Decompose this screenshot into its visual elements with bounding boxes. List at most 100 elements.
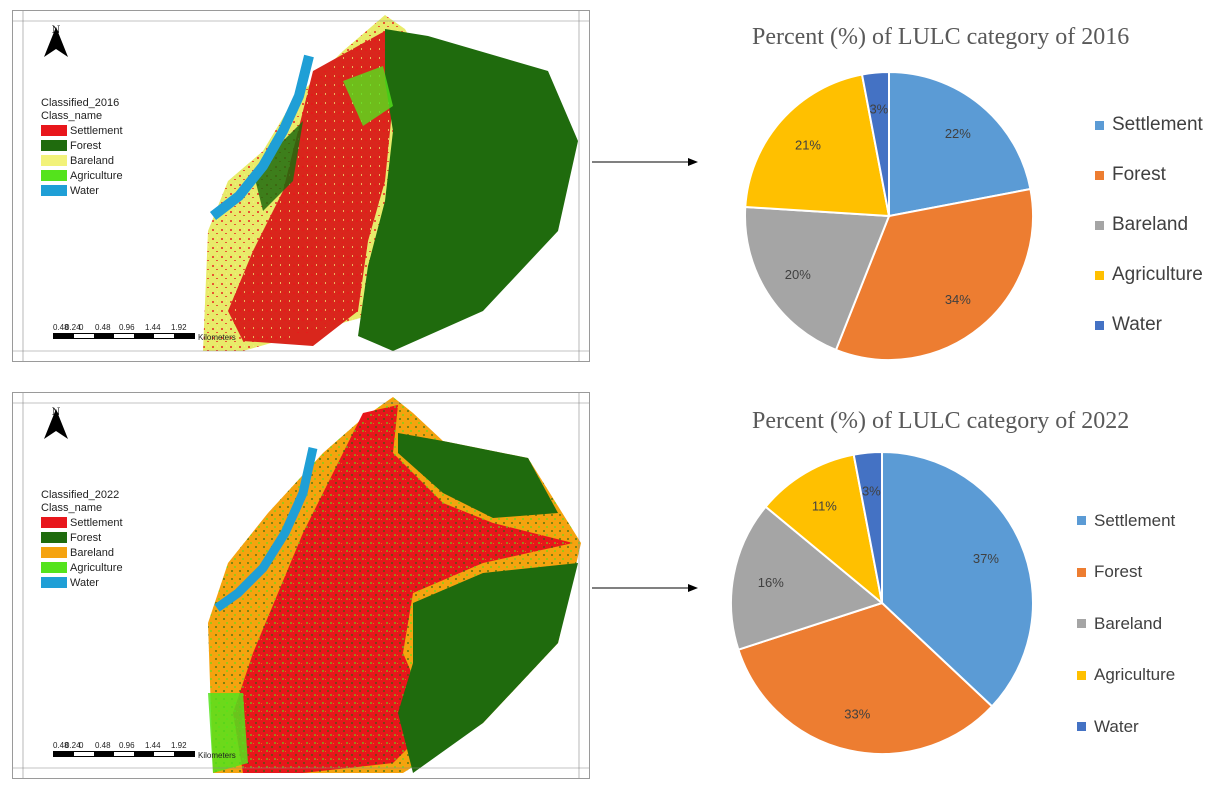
pie-slice-water xyxy=(860,70,890,217)
pie-legend-swatch xyxy=(1095,170,1104,180)
scale-bar-2016: 0.48 0.24 0 0.48 0.96 1.44 1.92 Kilomete… xyxy=(53,323,236,342)
map-2016-agri xyxy=(343,66,393,126)
map-2022-agri-sw xyxy=(208,693,248,773)
legend-label: Agriculture xyxy=(70,561,123,574)
legend-swatch xyxy=(41,140,67,151)
scale-tick: 0.48 xyxy=(95,741,111,750)
scale-tick: 0.48 xyxy=(95,323,111,332)
pie-legend-label: Forest xyxy=(1094,562,1143,582)
scale-tick: 0.48 xyxy=(53,323,69,332)
pie-legend-label: Settlement xyxy=(1094,510,1176,530)
pie-slice-forest xyxy=(834,187,1034,361)
legend-swatch xyxy=(41,517,67,528)
pie-legend-swatch xyxy=(1095,220,1104,230)
map-2016-forest xyxy=(358,29,578,351)
pie-legend-swatch xyxy=(1077,722,1086,732)
map-2022-graphic xyxy=(13,393,589,778)
chart-title-2016: Percent (%) of LULC category of 2016 xyxy=(752,24,1130,50)
legend-subtitle: Class_name xyxy=(41,502,103,514)
north-arrow-icon xyxy=(44,409,68,439)
scale-tick: 1.92 xyxy=(171,741,187,750)
map-2022-forest-north xyxy=(398,433,558,518)
pie-legend-label: Settlement xyxy=(1112,114,1203,135)
pie-slice-agriculture xyxy=(744,73,891,218)
pie-chart-2016: 22% 34% 20% 21% 3% xyxy=(744,70,1034,361)
pie-data-label: 20% xyxy=(785,267,811,282)
legend-row: Settlement xyxy=(41,515,123,530)
north-arrow-2022: N xyxy=(41,407,71,439)
legend-swatch xyxy=(41,125,67,136)
legend-swatch xyxy=(41,547,67,558)
pie-legend-label: Forest xyxy=(1112,164,1166,185)
pie-slice-settlement xyxy=(888,70,1032,218)
map-2016-river xyxy=(209,54,314,220)
pie-data-label: 3% xyxy=(862,483,881,498)
legend-swatch xyxy=(41,577,67,588)
legend-row: Bareland xyxy=(41,153,123,168)
pie-legend-entry-forest: Forest xyxy=(1077,547,1175,599)
pie-legend-label: Agriculture xyxy=(1094,665,1176,685)
pie-legend-entry-bareland: Bareland xyxy=(1095,200,1203,250)
pie-legend-swatch xyxy=(1077,567,1086,577)
pie-legend-label: Bareland xyxy=(1094,613,1163,633)
pie-legend-entry-agriculture: Agriculture xyxy=(1095,250,1203,300)
pie-data-label: 16% xyxy=(758,575,784,590)
pie-legend-entry-settlement: Settlement xyxy=(1095,100,1203,150)
legend-subtitle: Class_name xyxy=(41,110,103,122)
legend-label: Settlement xyxy=(70,516,123,529)
legend-swatch xyxy=(41,155,67,166)
pie-slice-forest xyxy=(737,601,994,755)
north-arrow-2016: N xyxy=(41,25,71,57)
legend-title: Classified_2016 xyxy=(41,97,120,109)
pie-data-label: 11% xyxy=(812,499,837,514)
arrow-to-chart-2016 xyxy=(592,158,698,166)
chart-title-2022: Percent (%) of LULC category of 2022 xyxy=(752,408,1130,434)
pie-slice-agriculture xyxy=(764,453,884,606)
pie-slice-water xyxy=(852,450,883,604)
pie-legend-swatch xyxy=(1077,619,1086,629)
legend-row: Settlement xyxy=(41,123,123,138)
legend-swatch xyxy=(41,562,67,573)
pie-legend-2022: Settlement Forest Bareland Agriculture Water xyxy=(1077,495,1175,753)
legend-title: Classified_2022 xyxy=(41,489,120,501)
scale-tick: 1.92 xyxy=(171,323,187,332)
legend-label: Forest xyxy=(70,531,102,544)
legend-swatch xyxy=(41,185,67,196)
pie-data-label: 22% xyxy=(945,126,971,141)
map-panel-2022: N Classified_2022 Class_name Settlement … xyxy=(12,392,590,779)
map-legend-2016: Classified_2016 Class_name Settlement Fo… xyxy=(41,97,123,198)
legend-row: Agriculture xyxy=(41,560,123,575)
scale-tick: 0.24 xyxy=(65,741,81,750)
pie-legend-label: Agriculture xyxy=(1112,264,1203,285)
legend-row: Forest xyxy=(41,138,123,153)
pie-legend-entry-water: Water xyxy=(1095,300,1203,350)
scale-tick: 0.48 xyxy=(53,741,69,750)
map-2016-forest-west xyxy=(253,121,303,211)
scale-tick: 0.96 xyxy=(119,741,135,750)
pie-legend-entry-water: Water xyxy=(1077,701,1175,753)
pie-chart-2022: 37% 33% 16% 11% 3% xyxy=(730,450,1034,755)
pie-legend-swatch xyxy=(1077,516,1086,526)
arrow-to-chart-2022 xyxy=(592,584,698,592)
pie-legend-swatch xyxy=(1095,320,1104,330)
scale-tick: 0 xyxy=(79,323,84,332)
map-legend-2022: Classified_2022 Class_name Settlement Fo… xyxy=(41,489,123,590)
scale-tick: 0.96 xyxy=(119,323,135,332)
pie-legend-swatch xyxy=(1095,270,1104,280)
pie-slice-settlement xyxy=(881,450,1034,708)
scale-tick: 1.44 xyxy=(145,323,161,332)
map-2016-graphic xyxy=(13,11,589,361)
legend-row: Bareland xyxy=(41,545,123,560)
north-arrow-icon xyxy=(44,27,68,57)
pie-legend-swatch xyxy=(1095,120,1104,130)
legend-swatch xyxy=(41,532,67,543)
pie-data-label: 3% xyxy=(869,101,888,116)
scale-tick: 0.24 xyxy=(65,323,81,332)
pie-legend-label: Bareland xyxy=(1112,214,1189,235)
pie-legend-label: Water xyxy=(1094,716,1139,736)
pie-legend-label: Water xyxy=(1112,314,1162,335)
pie-legend-entry-forest: Forest xyxy=(1095,150,1203,200)
legend-label: Agriculture xyxy=(70,169,123,182)
map-2022-forest-east xyxy=(398,563,578,773)
pie-legend-entry-agriculture: Agriculture xyxy=(1077,650,1175,702)
